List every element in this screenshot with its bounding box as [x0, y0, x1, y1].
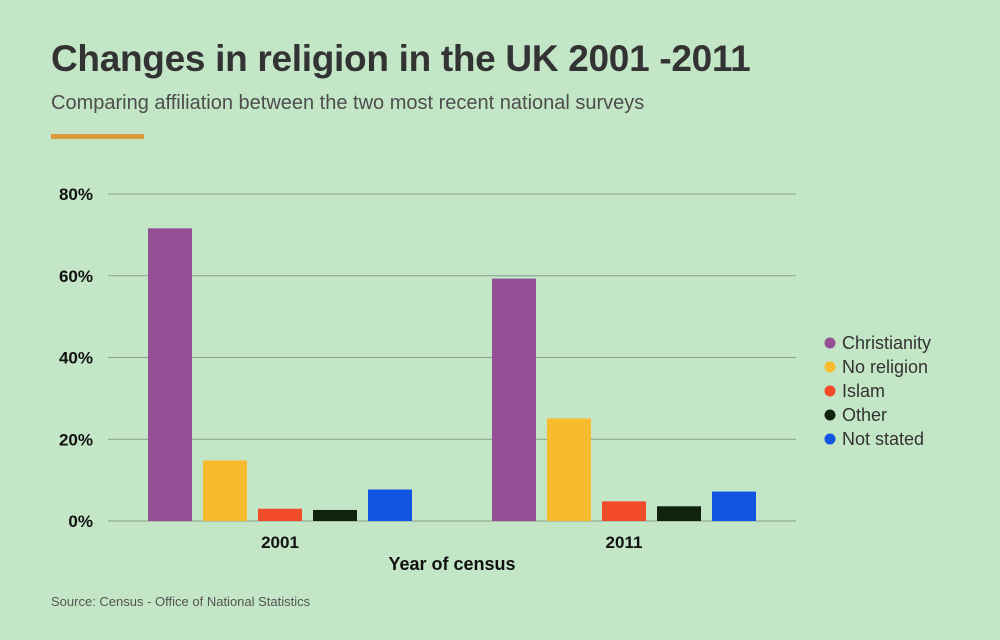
- bar-christianity-2001: [148, 228, 192, 521]
- x-axis-title: Year of census: [388, 554, 515, 574]
- source-note: Source: Census - Office of National Stat…: [51, 594, 311, 609]
- y-tick-label: 60%: [59, 267, 93, 286]
- title-accent-bar: [51, 134, 144, 139]
- y-tick-label: 20%: [59, 430, 93, 449]
- y-tick-label: 40%: [59, 349, 93, 368]
- legend-label: No religion: [842, 357, 928, 377]
- bar-christianity-2011: [492, 278, 536, 521]
- legend-label: Christianity: [842, 333, 931, 353]
- bar-not-stated-2011: [712, 491, 756, 521]
- x-tick-label: 2001: [261, 533, 299, 552]
- legend-swatch-christianity: [824, 337, 836, 349]
- y-tick-label: 80%: [59, 185, 93, 204]
- legend-swatch-not-stated: [824, 433, 836, 445]
- y-tick-label: 0%: [68, 512, 93, 531]
- bar-islam-2001: [258, 508, 302, 521]
- legend-label: Not stated: [842, 429, 924, 449]
- chart-subtitle: Comparing affiliation between the two mo…: [51, 92, 645, 114]
- legend-label: Other: [842, 405, 887, 425]
- chart-title: Changes in religion in the UK 2001 -2011: [51, 38, 751, 79]
- x-tick-label: 2011: [606, 533, 643, 552]
- legend-swatch-other: [824, 409, 836, 421]
- bar-other-2001: [313, 509, 357, 521]
- bar-islam-2011: [602, 501, 646, 521]
- bar-no-religion-2011: [547, 418, 591, 521]
- bar-other-2011: [657, 506, 701, 521]
- bar-no-religion-2001: [203, 460, 247, 521]
- legend-label: Islam: [842, 381, 885, 401]
- legend-swatch-no-religion: [824, 361, 836, 373]
- bar-not-stated-2001: [368, 489, 412, 521]
- legend-swatch-islam: [824, 385, 836, 397]
